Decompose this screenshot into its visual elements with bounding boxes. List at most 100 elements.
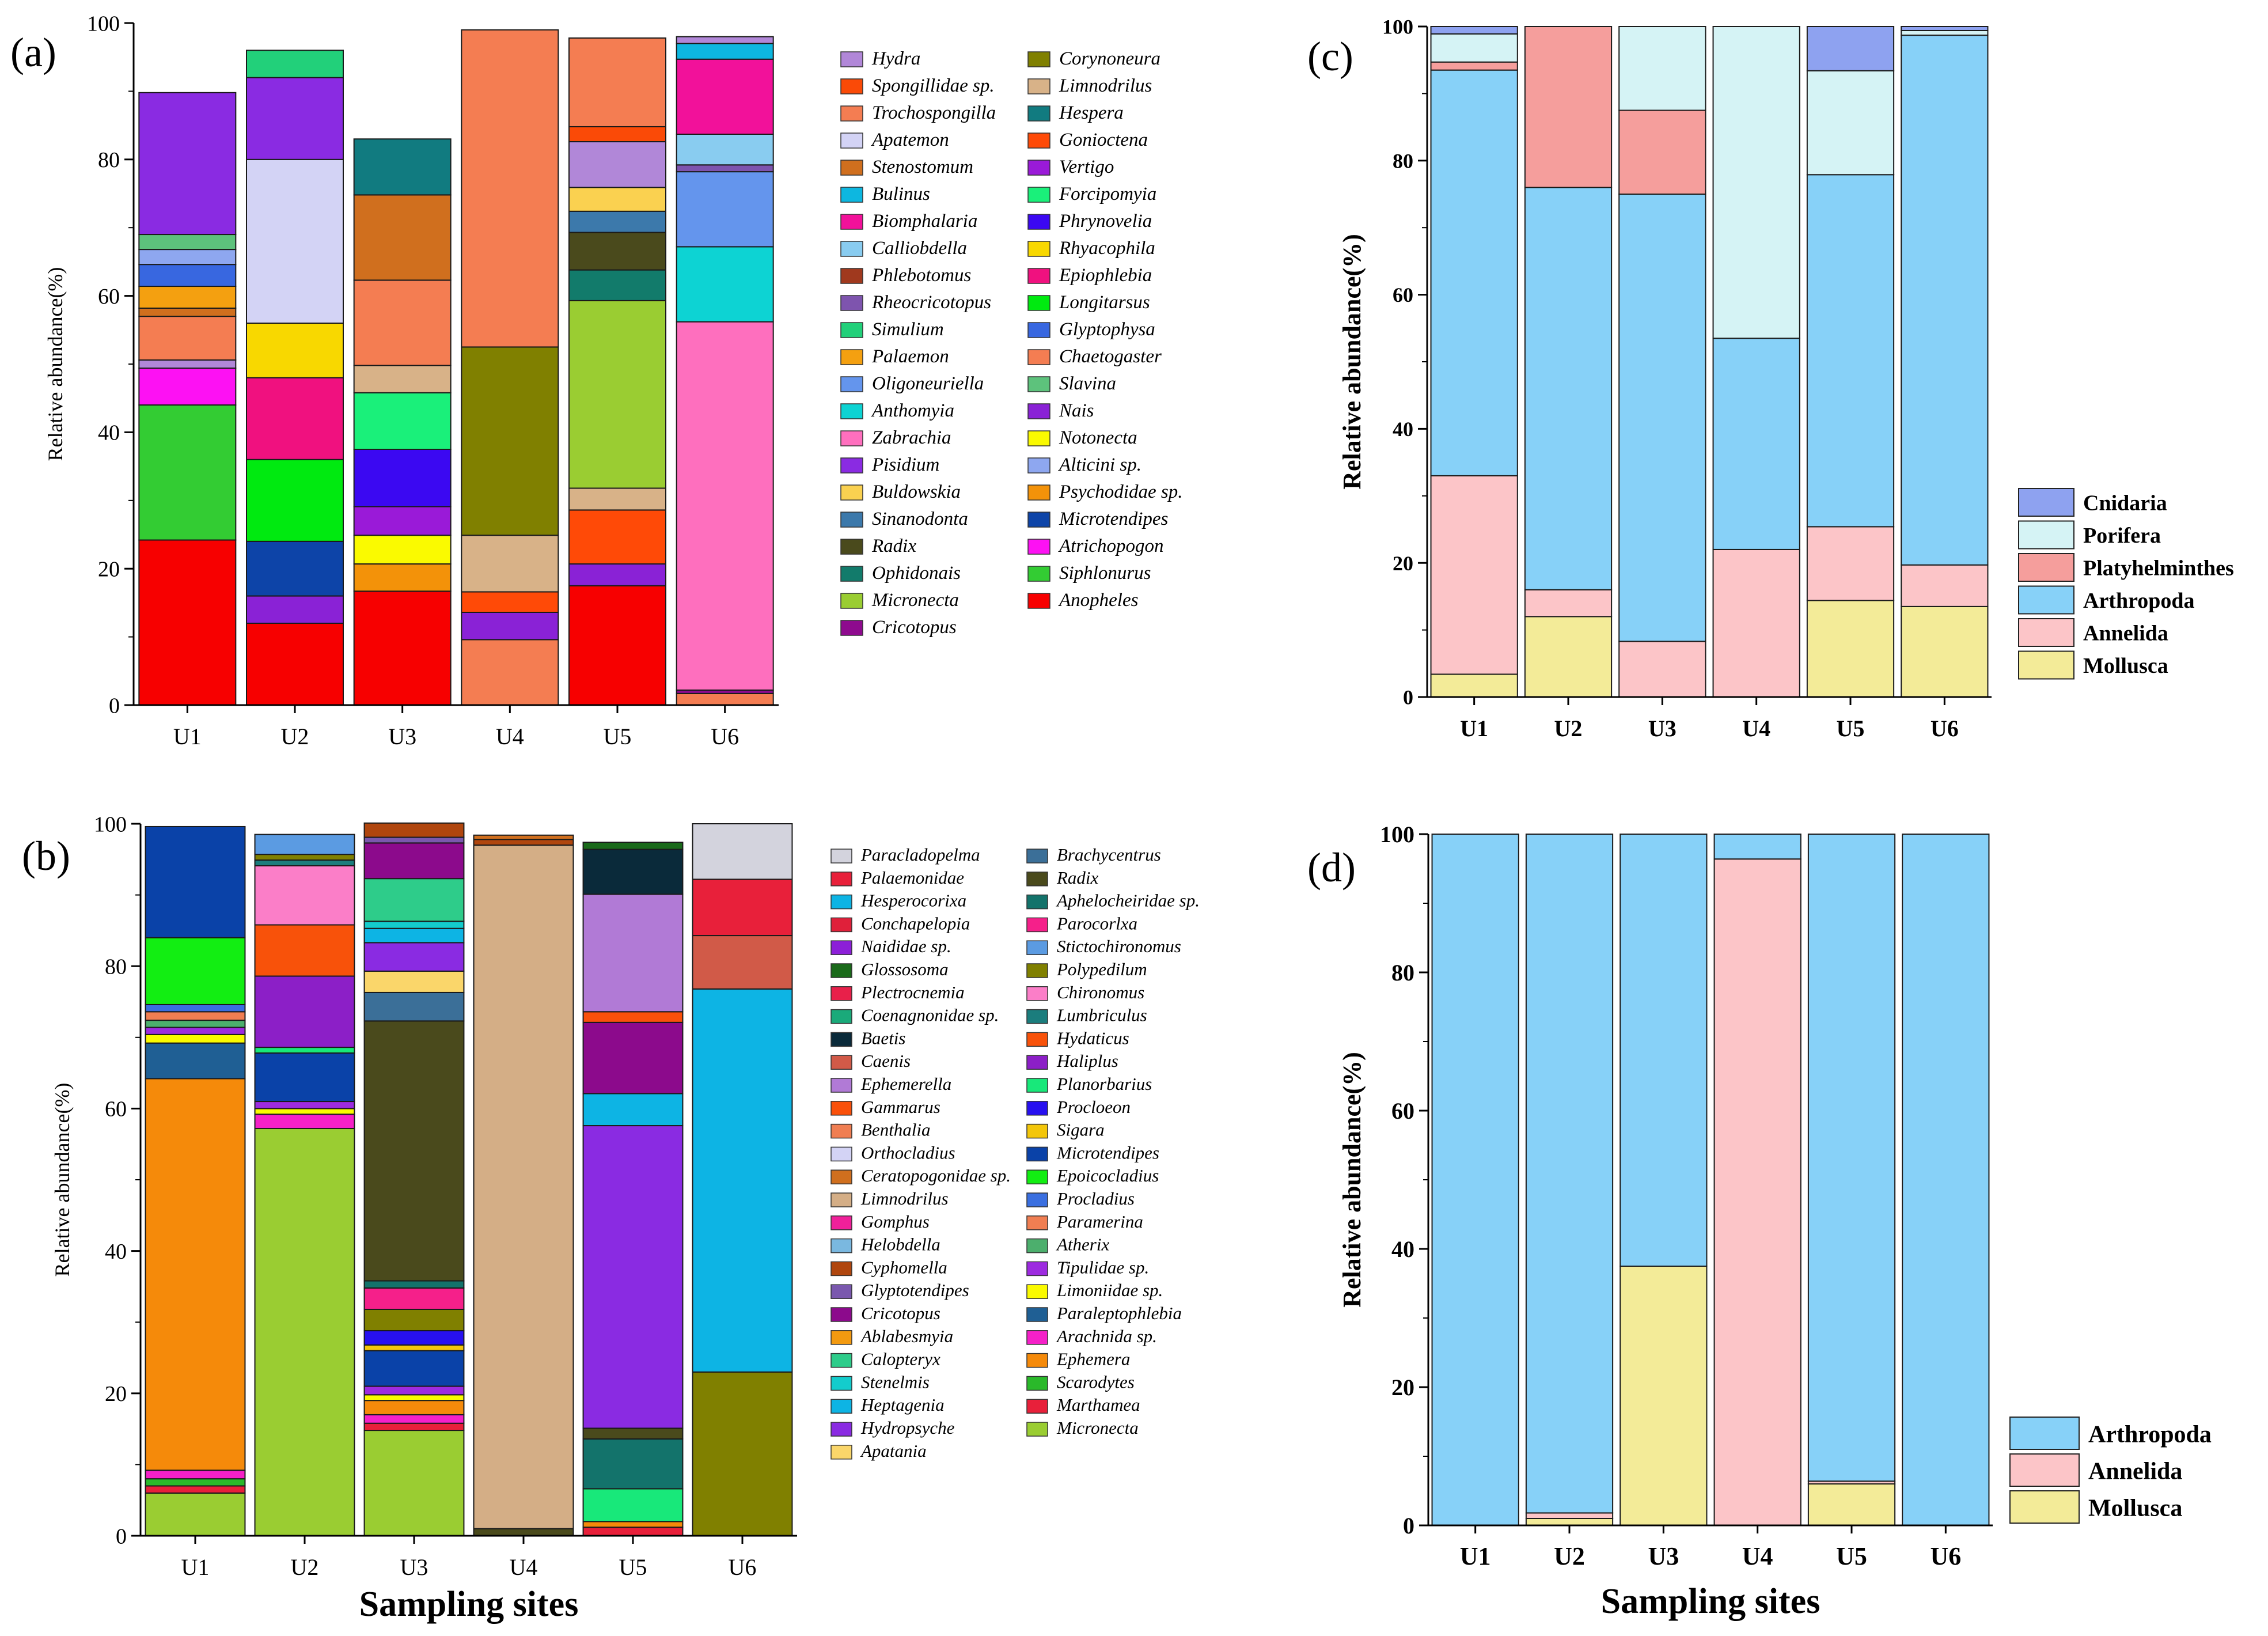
legend-label: Annelida — [2083, 621, 2168, 645]
legend-swatch — [840, 105, 863, 122]
legend-label: Limoniidae sp. — [1056, 1280, 1163, 1300]
legend-label: Ceratopogonidae sp. — [861, 1165, 1011, 1186]
bar-segment — [1901, 26, 1989, 31]
bar-segment — [1525, 834, 1614, 1514]
bar-segment — [145, 1027, 246, 1035]
bar-segment — [1430, 69, 1518, 476]
legend-label: Gomphus — [861, 1211, 930, 1232]
legend-label: Glyptotendipes — [861, 1280, 969, 1300]
panel-d: (d) 0 20 40 60 80 100 U1 U2 U3 U4 U5 U6 Relative abun… — [1307, 821, 2212, 1621]
legend-label: Phrynovelia — [1059, 211, 1152, 232]
x-axis-title: Sampling sites — [1601, 1582, 1821, 1621]
legend-label: Oligoneuriella — [872, 373, 984, 394]
bar-segment — [254, 1128, 355, 1537]
legend-swatch — [830, 986, 852, 1001]
panel-label: (d) — [1307, 844, 1356, 891]
bar-segment — [363, 822, 465, 838]
bar-segment — [568, 37, 666, 127]
legend-swatch — [840, 457, 863, 474]
bar-segment — [676, 692, 774, 706]
legend-swatch — [1027, 160, 1050, 176]
y-tick-label: 40 — [1393, 418, 1413, 441]
legend-swatch — [1027, 105, 1050, 122]
bar-segment — [676, 171, 774, 248]
bar-segment — [138, 539, 237, 706]
legend-label: Rheocricotopus — [871, 292, 991, 313]
y-tick-label: 100 — [1382, 16, 1413, 39]
x-tick-label: U5 — [619, 1554, 647, 1580]
x-tick-label: U6 — [1931, 715, 1959, 741]
bar-segment — [473, 1528, 574, 1536]
bar-segment — [1430, 475, 1518, 675]
legend-swatch — [1026, 1376, 1048, 1391]
y-tick-label: 60 — [98, 285, 120, 309]
y-tick-label: 40 — [98, 421, 120, 445]
bar-segment — [353, 506, 452, 536]
legend-swatch — [2018, 520, 2074, 550]
bar-segment — [254, 924, 355, 977]
legend-label: Baetis — [861, 1028, 906, 1048]
bar-segment — [138, 307, 237, 317]
legend-swatch — [830, 1215, 852, 1230]
legend-swatch — [1026, 1055, 1048, 1070]
legend-swatch — [840, 539, 863, 555]
bar-segment — [1525, 1518, 1614, 1526]
legend-swatch — [840, 295, 863, 311]
legend-label: Rhyacophila — [1059, 238, 1155, 259]
bar-segment — [461, 639, 559, 706]
bar-segment — [363, 991, 465, 1022]
legend-swatch — [1026, 1215, 1048, 1230]
bar-segment — [353, 138, 452, 196]
bar-segment — [582, 1093, 684, 1127]
legend-label: Haliplus — [1056, 1051, 1118, 1071]
bar-segment — [145, 1033, 246, 1044]
y-tick-label: 80 — [98, 148, 120, 172]
legend-swatch — [830, 1192, 852, 1207]
legend-swatch — [1027, 322, 1050, 338]
legend-label: Platyhelminthes — [2083, 556, 2234, 580]
bar-segment — [1807, 1483, 1896, 1526]
legend-swatch — [830, 1307, 852, 1322]
legend-label: Caenis — [861, 1051, 911, 1071]
legend-swatch — [840, 78, 863, 94]
bar-segment — [461, 535, 559, 593]
legend-label: Micronecta — [1056, 1418, 1139, 1438]
bar-segment — [568, 563, 666, 586]
bar-segment — [692, 823, 793, 880]
bar-segment — [676, 246, 774, 323]
legend-swatch — [1026, 1146, 1048, 1162]
legend-label: Zabrachia — [872, 427, 951, 448]
bar-segment — [363, 842, 465, 880]
legend-swatch — [1027, 187, 1050, 203]
legend-swatch — [830, 849, 852, 864]
legend-swatch — [1027, 51, 1050, 67]
legend-swatch — [830, 1101, 852, 1116]
y-tick-label: 20 — [98, 558, 120, 582]
legend-label: Corynoneura — [1059, 48, 1160, 69]
bar-segment — [676, 321, 774, 691]
legend-label: Atrichopogon — [1058, 536, 1163, 556]
x-tick-label: U5 — [1836, 1542, 1867, 1570]
legend-label: Vertigo — [1059, 157, 1114, 177]
legend-label: Stenelmis — [861, 1372, 930, 1392]
legend-swatch — [830, 1399, 852, 1414]
bar-segment — [254, 854, 355, 861]
bar-segment — [145, 1042, 246, 1080]
bar-segment — [1525, 1512, 1614, 1519]
y-tick-label: 0 — [109, 694, 120, 718]
bar-segment — [568, 585, 666, 706]
legend-label: Tipulidae sp. — [1057, 1257, 1149, 1277]
bar-segment — [363, 1287, 465, 1310]
bar-segment — [353, 449, 452, 508]
bar-segment — [363, 942, 465, 972]
bar-segment — [138, 264, 237, 287]
legend-swatch — [840, 349, 863, 365]
bar-segment — [145, 1078, 246, 1471]
legend-swatch — [830, 1009, 852, 1024]
legend-swatch — [830, 917, 852, 933]
bar-segment — [582, 1427, 684, 1440]
legend-label: Alticini sp. — [1058, 455, 1141, 475]
bar-segment — [461, 346, 559, 536]
legend-label: Ablabesmyia — [860, 1326, 953, 1346]
bar-segment — [1524, 616, 1613, 698]
